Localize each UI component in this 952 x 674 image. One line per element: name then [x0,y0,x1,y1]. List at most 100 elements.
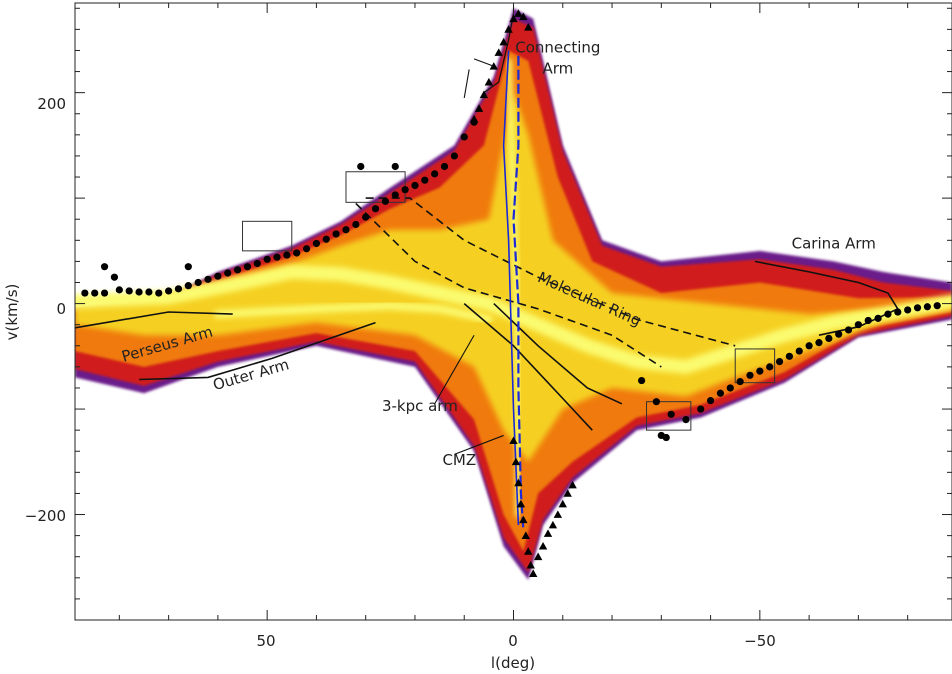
circle-marker [174,285,183,293]
circle-marker [302,245,311,253]
connecting-arm-leader [473,58,494,67]
triangle-marker [543,529,553,537]
circle-marker [652,398,660,406]
triangle-marker [553,510,563,518]
circle-marker [440,162,449,171]
annotation-7: CMZ [442,451,476,469]
highlight-box-0 [242,220,293,252]
three-kpc-arm-line-a [463,302,593,431]
tangent-points [81,9,941,577]
circle-marker [273,253,281,261]
circle-marker [706,397,715,405]
triangle-marker [499,37,508,46]
y-tick-label-minus-200: −200 [25,507,66,525]
x-tick-label-0: 0 [508,632,518,650]
circle-marker [844,326,853,334]
triangle-marker [509,14,518,23]
triangle-marker [533,552,543,561]
circle-marker [460,133,468,141]
highlight-box-3 [734,348,776,384]
outer-arm-line [139,321,376,381]
circle-marker [766,363,774,371]
circle-marker [697,405,705,413]
circle-marker [100,289,109,297]
circle-marker [224,269,232,277]
circle-marker [835,330,843,338]
highlight-boxes [242,171,776,431]
circle-marker [391,162,399,171]
triangle-marker [519,12,528,21]
circle-marker [100,263,109,271]
axis-ticks [75,3,952,621]
terminal-velocity-curve [512,55,525,531]
circle-marker [775,357,784,366]
circle-marker [894,308,902,316]
three-kpc-leader [434,334,475,405]
annotation-0: Connecting [515,39,600,57]
circle-marker [214,272,222,280]
circle-marker [342,226,350,234]
triangle-marker [474,104,484,112]
x-axis-label: l(deg) [491,654,535,672]
circle-marker [682,416,690,424]
circle-marker [884,310,892,318]
emission-ridge-inner [213,301,493,324]
circle-marker [263,255,271,263]
circle-marker [411,181,419,190]
emission-ridge-main [75,264,952,375]
circle-marker [110,273,119,281]
circle-marker [194,278,202,287]
triangle-marker [524,547,533,555]
circle-marker [864,316,872,325]
circle-marker [204,275,212,283]
three-kpc-arm-line-b [493,303,623,405]
triangle-marker [524,23,533,31]
circle-marker [332,230,340,238]
triangle-marker [519,515,528,524]
perseus-arm-line [75,311,233,329]
triangle-marker [504,25,513,33]
circle-marker [450,152,458,160]
circle-marker [165,287,173,295]
circle-marker [913,304,922,312]
triangle-marker [568,480,577,489]
triangle-marker [484,77,494,86]
circle-marker [431,170,439,178]
triangle-marker [509,436,518,445]
circle-marker [352,220,360,229]
circle-marker [785,352,794,360]
circle-marker [233,266,242,274]
triangle-marker [469,114,479,123]
circle-marker [322,235,330,243]
triangle-marker [548,520,558,529]
circle-marker [253,259,261,268]
circle-marker [736,378,744,386]
circle-marker [362,213,370,221]
triangle-marker [558,499,567,508]
circle-marker [371,205,380,213]
connecting-arm-leader-2 [463,69,470,99]
circle-marker [184,282,192,290]
circle-marker [357,162,365,171]
circle-marker [638,376,646,385]
circle-marker [381,197,389,205]
triangle-marker [494,48,503,56]
terminal-velocity-curve-2 [502,50,520,526]
circle-marker [667,410,675,418]
circle-marker [312,239,321,248]
circle-marker [933,302,941,310]
triangle-marker [526,560,535,569]
circle-marker [293,249,301,257]
plot-area [75,8,952,580]
triangle-marker [511,457,521,466]
annotation-1: Arm [542,60,573,78]
triangle-marker [521,531,531,539]
triangle-marker [479,90,489,99]
circle-marker [795,347,803,355]
circle-marker [746,371,754,379]
circle-marker [756,367,764,375]
circle-marker [421,176,429,184]
circle-marker [115,286,123,294]
circle-marker [125,287,133,295]
x-tick-label-minus-50: −50 [744,632,776,650]
